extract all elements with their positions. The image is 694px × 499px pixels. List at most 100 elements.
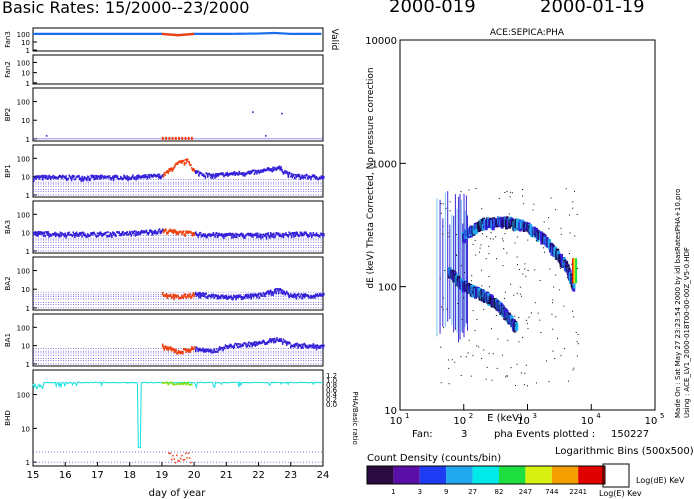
data-point [248,170,250,174]
pha-noise [576,355,578,357]
data-point [63,175,66,179]
data-point [259,292,261,295]
pha-noise [518,316,520,318]
data-point [109,232,112,235]
data-point [49,175,51,179]
pha-noise [470,375,472,377]
data-point [267,167,270,170]
pha-noise [561,265,563,267]
pha-noise [543,221,545,223]
data-point [181,233,183,236]
data-point [195,170,198,174]
data-point [185,230,187,234]
data-point [64,232,67,236]
x-axis-label: day of year [149,488,207,499]
data-point [289,232,292,236]
data-point [194,348,197,353]
data-point [210,233,212,237]
data-point [314,234,316,237]
data-point [205,235,207,239]
data-point [167,347,170,351]
data-point [188,230,191,233]
data-point [249,293,252,297]
data-point [240,232,243,236]
data-point [233,294,236,297]
data-point [55,232,58,236]
data-point [213,348,216,351]
data-point [231,235,233,239]
data-point [248,232,250,237]
data-point [238,234,241,238]
data-point [129,231,132,235]
data-point [310,344,313,347]
data-point [211,233,214,237]
data-point [194,293,196,296]
pha-noise [440,346,442,348]
data-point [295,343,298,347]
data-point [171,347,174,351]
data-point [172,348,174,351]
data-point [256,293,259,297]
data-point [172,167,174,171]
data-point [317,294,319,298]
data-point [91,174,94,179]
data-point [202,174,205,178]
data-point [55,176,58,179]
pha-noise [447,232,449,234]
data-point [287,342,290,345]
data-point [230,295,232,298]
data-point [263,292,265,296]
data-point [50,234,53,237]
data-point [45,135,48,137]
data-point [153,173,156,176]
data-point [236,345,239,349]
data-point [76,234,79,237]
data-point [163,294,166,297]
data-point [294,293,296,296]
pha-noise [544,251,546,253]
data-point [264,342,266,346]
data-point [246,171,249,174]
side-note-1: Made On : Sat May 27 23:23:54 2000 by id… [674,189,682,418]
pha-y-tick-label: 10000 [365,36,397,47]
data-point [139,176,141,179]
pha-noise [571,263,573,265]
data-point [208,172,211,175]
data-point [269,168,271,171]
data-point [316,344,319,347]
pha-noise [465,356,467,358]
data-point [186,457,188,459]
data-point [262,169,265,173]
data-point [141,230,144,233]
data-point [193,233,195,237]
data-point [153,232,155,235]
data-point [183,293,186,297]
data-point [86,235,88,238]
data-point [181,350,183,354]
data-point [33,231,35,235]
pha-y-tick-label: 10 [384,406,397,417]
data-point [202,293,205,297]
pha-noise [557,337,559,339]
data-point [292,173,294,177]
data-point [82,232,85,236]
data-point [224,344,227,347]
box-x-label: Log(E) Kev [599,489,642,498]
data-point [304,176,307,179]
data-point [173,229,176,233]
data-point [199,348,202,352]
data-point [39,231,42,233]
data-point [194,170,197,175]
data-point [151,232,154,236]
data-point [222,233,224,238]
data-point [295,231,298,235]
data-point [61,232,63,235]
data-point [291,345,294,348]
data-point [77,233,79,236]
data-point [286,234,289,237]
ratio-tick-label: 0.0 [326,401,337,409]
colorbar-label: 1 [391,488,395,496]
data-point [43,175,46,179]
